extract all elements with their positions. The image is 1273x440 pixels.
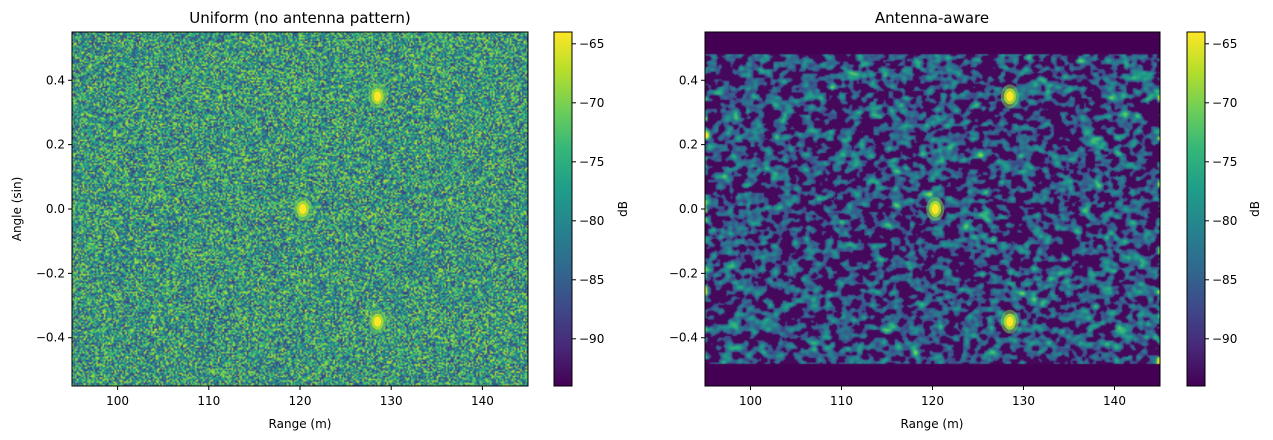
x-tick-label: 120 <box>921 394 944 408</box>
colorbar-tick-label: −70 <box>1212 96 1237 110</box>
y-tick-label: 0.0 <box>679 202 698 216</box>
y-axis: −0.4 −0.2 0.0 0.2 0.4 <box>669 73 705 345</box>
x-axis: 100 110 120 130 140 <box>739 386 1126 408</box>
x-axis-label: Range (m) <box>901 417 964 431</box>
colorbar-tick-label: −85 <box>1212 273 1237 287</box>
y-axis-label: Angle (sin) <box>10 177 24 242</box>
x-tick-label: 100 <box>106 394 129 408</box>
target-peaks <box>926 84 1019 334</box>
colorbar <box>553 31 573 387</box>
colorbar-tick-label: −80 <box>1212 214 1237 228</box>
x-axis-label: Range (m) <box>269 417 332 431</box>
chart-title: Uniform (no antenna pattern) <box>189 9 410 27</box>
x-tick-label: 110 <box>830 394 853 408</box>
y-tick-label: 0.4 <box>679 73 698 87</box>
colorbar-tick-label: −85 <box>579 273 604 287</box>
target-peaks <box>293 84 387 334</box>
colorbar-tick-label: −65 <box>579 37 604 51</box>
y-tick-label: −0.2 <box>669 266 698 280</box>
x-tick-label: 120 <box>289 394 312 408</box>
panel-antenna-aware: Antenna-aware 100 110 120 130 140 −0.4 −0.2 0.… <box>669 9 1262 431</box>
target-peak <box>926 197 945 221</box>
y-axis: −0.4 −0.2 0.0 0.2 0.4 <box>36 73 72 345</box>
x-tick-label: 140 <box>471 394 494 408</box>
target-peak <box>368 309 387 334</box>
colorbar-tick-label: −65 <box>1212 37 1237 51</box>
chart-title: Antenna-aware <box>875 9 989 27</box>
colorbar <box>1186 31 1206 387</box>
x-tick-label: 110 <box>197 394 220 408</box>
panel-uniform: Uniform (no antenna pattern) 100 110 120 13… <box>10 9 630 431</box>
colorbar-label: dB <box>616 201 630 217</box>
y-tick-label: −0.4 <box>669 331 698 345</box>
colorbar-tick-label: −75 <box>579 155 604 169</box>
target-peak <box>293 197 312 221</box>
x-tick-label: 100 <box>739 394 762 408</box>
y-tick-label: 0.2 <box>679 138 698 152</box>
y-tick-label: 0.0 <box>46 202 65 216</box>
x-axis: 100 110 120 130 140 <box>106 386 494 408</box>
x-tick-label: 140 <box>1103 394 1126 408</box>
y-tick-label: −0.4 <box>36 331 65 345</box>
colorbar-tick-label: −90 <box>1212 332 1237 346</box>
colorbar-tick-label: −80 <box>579 214 604 228</box>
y-tick-label: −0.2 <box>36 266 65 280</box>
colorbar-tick-label: −70 <box>579 96 604 110</box>
colorbar-ticks: −90 −85 −80 −75 −70 −65 <box>1205 37 1237 346</box>
target-peak <box>1000 309 1019 334</box>
y-tick-label: 0.2 <box>46 138 65 152</box>
colorbar-tick-label: −90 <box>579 332 604 346</box>
x-tick-label: 130 <box>380 394 403 408</box>
colorbar-ticks: −90 −85 −80 −75 −70 −65 <box>572 37 604 346</box>
colorbar-tick-label: −75 <box>1212 155 1237 169</box>
colorbar-label: dB <box>1248 201 1262 217</box>
target-peak <box>1000 84 1019 109</box>
target-peak <box>368 84 387 109</box>
x-tick-label: 130 <box>1012 394 1035 408</box>
y-tick-label: 0.4 <box>46 73 65 87</box>
